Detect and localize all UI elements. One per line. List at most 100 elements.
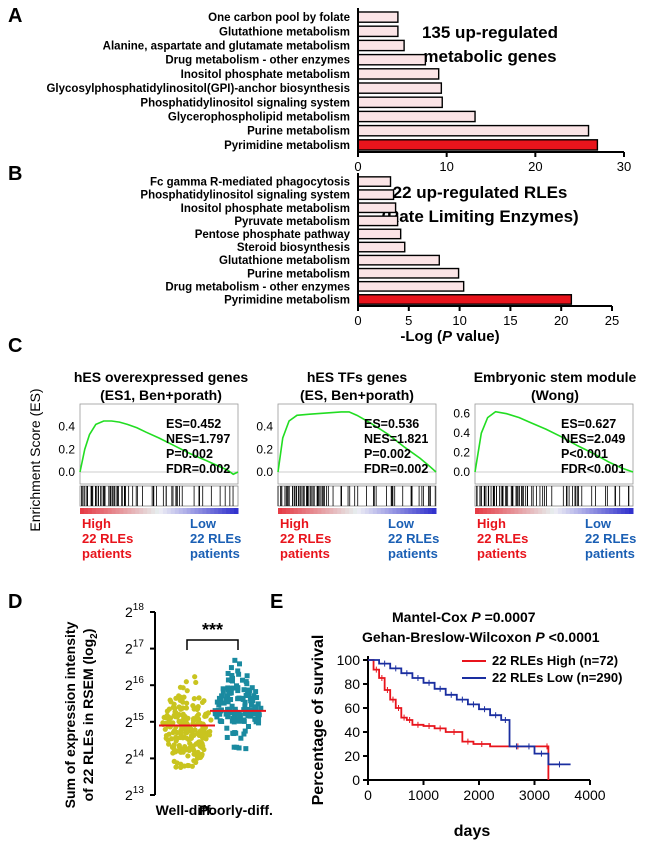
- gsea-rank-strip-segment: [115, 508, 120, 514]
- category-label-glutathione-metabolism: Glutathione metabolism: [219, 255, 350, 267]
- data-point-well-diff: [162, 726, 168, 732]
- gsea-es-curve: [277, 411, 437, 473]
- gsea-y-tick-label: 0.0: [58, 465, 75, 479]
- gsea-rank-strip-segment: [526, 508, 531, 514]
- gsea-rank-strip-segment: [577, 508, 583, 514]
- data-point-poorly-diff: [224, 734, 230, 740]
- gsea-rank-strip-segment: [139, 508, 144, 514]
- category-label-purine-metabolism: Purine metabolism: [247, 126, 350, 138]
- data-point-poorly-diff: [245, 724, 251, 730]
- category-label-pyruvate-metabolism: Pyruvate metabolism: [234, 216, 350, 228]
- panel-d: D Sum of expression intensity of 22 RLEs…: [8, 591, 273, 818]
- gsea-title-line1: hES overexpressed genes: [74, 369, 249, 385]
- category-label-glycosylphosphatidylinositol-gpi-anchor-biosynthesis: Glycosylphosphatidylinositol(GPI)-anchor…: [46, 83, 350, 95]
- bar-glycosylphosphatidylinositol-gpi-anchor-biosynthesis: [357, 82, 443, 94]
- data-point-poorly-diff: [243, 679, 249, 685]
- data-point-well-diff: [170, 704, 176, 710]
- gsea-rank-strip-segment: [162, 508, 168, 514]
- gsea-rank-strip-segment: [478, 508, 484, 514]
- gsea-rank-strip-segment: [166, 508, 172, 514]
- gsea-rank-strip-segment: [131, 508, 136, 514]
- data-point-well-diff: [191, 747, 197, 753]
- bar-fc-gamma-r-mediated-phagocytosis: [357, 176, 392, 187]
- x-tick-label: 2000: [463, 787, 494, 803]
- low-label-line: 22 RLEs: [190, 531, 241, 546]
- bar-pyrimidine-metabolism: [357, 139, 599, 151]
- data-point-poorly-diff: [238, 735, 244, 741]
- data-point-poorly-diff: [225, 694, 231, 700]
- data-point-well-diff: [192, 674, 198, 680]
- data-point-well-diff: [196, 754, 202, 761]
- data-point-well-diff: [176, 742, 182, 749]
- data-point-poorly-diff: [216, 695, 222, 701]
- y-tick-label: 213: [125, 785, 144, 803]
- data-point-poorly-diff: [227, 706, 233, 712]
- gsea-rank-strip-segment: [534, 508, 539, 514]
- gsea-subplot-1: hES overexpressed genes (ES1, Ben+porath)…: [58, 369, 248, 561]
- data-point-poorly-diff: [228, 686, 234, 692]
- gsea-rank-strip-segment: [546, 508, 551, 514]
- data-point-poorly-diff: [217, 700, 223, 706]
- y-tick-label: 40: [344, 724, 360, 740]
- gsea-rank-strip-segment: [333, 508, 338, 514]
- gsea-rank-strip-segment: [589, 508, 594, 514]
- gsea-rank-strip-segment: [490, 508, 496, 514]
- panel-a: A 135 up-regulated metabolic genes One c…: [8, 5, 631, 174]
- data-point-well-diff: [183, 735, 189, 741]
- panel-label-d: D: [8, 591, 22, 613]
- gsea-rank-strip-segment: [416, 508, 421, 514]
- data-point-well-diff: [175, 748, 182, 754]
- gsea-rank-strip-segment: [186, 508, 192, 514]
- gsea-y-tick-label: 0.4: [58, 420, 75, 434]
- gsea-rank-strip-segment: [202, 508, 207, 514]
- gsea-rank-strip-segment: [475, 508, 480, 514]
- data-point-well-diff: [203, 711, 209, 717]
- category-label-alanine-aspartate-and-glutamate-metabolism: Alanine, aspartate and glutamate metabol…: [103, 41, 350, 53]
- gsea-rank-strip-segment: [629, 508, 634, 514]
- gsea-stat-4: FDR=0.002: [364, 462, 428, 476]
- data-point-poorly-diff: [225, 677, 231, 683]
- gsea-rank-strip-segment: [325, 508, 330, 514]
- data-point-poorly-diff: [242, 728, 248, 734]
- gsea-rank-strip-segment: [502, 508, 508, 514]
- data-point-well-diff: [192, 727, 198, 733]
- data-point-well-diff: [173, 764, 179, 770]
- gsea-title-line1: Embryonic stem module: [474, 369, 637, 385]
- category-label-inositol-phosphate-metabolism: Inositol phosphate metabolism: [181, 203, 350, 215]
- category-label-phosphatidylinositol-signaling-system: Phosphatidylinositol signaling system: [140, 97, 350, 109]
- data-point-poorly-diff: [244, 673, 250, 679]
- gsea-rank-strip-segment: [119, 508, 124, 514]
- data-point-poorly-diff: [230, 730, 236, 736]
- data-point-poorly-diff: [225, 710, 231, 716]
- data-point-poorly-diff: [217, 718, 223, 724]
- gsea-rank-strip-segment: [400, 508, 405, 514]
- data-point-poorly-diff: [241, 707, 247, 713]
- data-point-poorly-diff: [219, 693, 225, 699]
- gsea-subplot-2: hES TFs genes (ES, Ben+porath) 0.4 0.2 0.0 ES…: [256, 369, 439, 561]
- data-point-poorly-diff: [233, 730, 239, 736]
- data-point-poorly-diff: [242, 699, 248, 705]
- y-tick-label: 218: [125, 602, 144, 620]
- data-point-well-diff: [188, 735, 194, 741]
- panel-e-stat-mantel-cox: Mantel-Cox P =0.0007: [392, 609, 536, 625]
- gsea-rank-strip-segment: [297, 508, 303, 514]
- low-label-line: Low: [190, 516, 217, 531]
- panel-label-c: C: [8, 335, 22, 357]
- data-point-poorly-diff: [232, 657, 238, 663]
- gsea-rank-strip-segment: [561, 508, 567, 514]
- gsea-rank-strip-segment: [368, 508, 374, 514]
- data-point-poorly-diff: [241, 731, 247, 737]
- gsea-stat-3: P=0.002: [166, 447, 213, 461]
- data-point-poorly-diff: [229, 718, 235, 724]
- data-point-poorly-diff: [256, 712, 262, 718]
- low-label-line: 22 RLEs: [585, 531, 636, 546]
- gsea-rank-strip-segment: [613, 508, 618, 514]
- gsea-rank-strip-segment: [178, 508, 184, 514]
- gsea-title-line2: (Wong): [531, 387, 579, 403]
- gsea-stat-3: P<0.001: [561, 447, 608, 461]
- significance-stars: ***: [202, 620, 223, 640]
- panel-b-title-line1: 22 up-regulated RLEs: [393, 183, 568, 202]
- gsea-stat-4: FDR<0.001: [561, 462, 625, 476]
- panel-e-stat-gehan: Gehan-Breslow-Wilcoxon P <0.0001: [362, 629, 600, 645]
- gsea-rank-strip-segment: [170, 508, 176, 514]
